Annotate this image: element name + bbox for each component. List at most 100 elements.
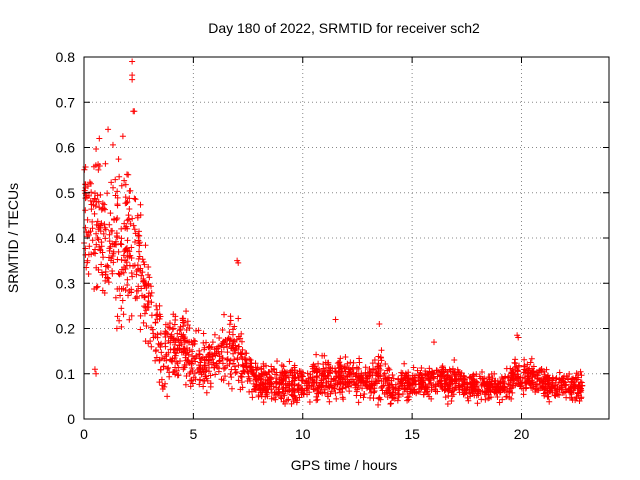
data-point <box>390 392 397 399</box>
data-point <box>189 380 196 387</box>
data-point <box>118 241 125 248</box>
data-point <box>561 389 568 396</box>
data-point <box>291 386 298 393</box>
data-point <box>242 356 249 363</box>
data-point <box>446 366 453 373</box>
data-point <box>412 381 419 388</box>
data-point <box>418 365 425 372</box>
data-point <box>189 358 196 365</box>
data-point <box>253 381 260 388</box>
data-point <box>130 222 137 229</box>
data-point <box>396 391 403 398</box>
data-point <box>455 368 462 375</box>
data-point <box>298 372 305 379</box>
data-point <box>340 378 347 385</box>
data-point <box>426 393 433 400</box>
data-point <box>198 356 205 363</box>
data-point <box>208 361 215 368</box>
data-point <box>347 376 354 383</box>
x-tick-label: 15 <box>404 426 420 442</box>
data-point <box>154 306 161 313</box>
data-point <box>405 396 412 403</box>
data-point <box>285 374 292 381</box>
data-point <box>469 373 476 380</box>
data-point <box>142 242 149 249</box>
data-point <box>344 360 351 367</box>
data-point <box>288 400 295 407</box>
data-point <box>92 250 99 257</box>
data-point <box>401 360 408 367</box>
data-point <box>389 372 396 379</box>
data-point <box>114 256 121 263</box>
data-point <box>563 381 570 388</box>
data-point <box>497 389 504 396</box>
data-point <box>432 383 439 390</box>
data-point <box>212 371 219 378</box>
data-point <box>395 375 402 382</box>
data-point <box>93 145 100 152</box>
data-point <box>122 287 129 294</box>
data-point <box>127 187 134 194</box>
data-point <box>295 375 302 382</box>
data-point <box>82 207 89 214</box>
data-point <box>198 369 205 376</box>
data-point <box>258 389 265 396</box>
data-point <box>491 370 498 377</box>
data-point <box>238 338 245 345</box>
data-point <box>491 381 498 388</box>
data-point <box>176 327 183 334</box>
data-point <box>369 360 376 367</box>
data-point <box>235 259 242 266</box>
data-point <box>352 384 359 391</box>
data-point <box>205 344 212 351</box>
data-point <box>219 326 226 333</box>
data-point <box>89 225 96 232</box>
data-point <box>461 379 468 386</box>
data-point <box>180 323 187 330</box>
data-point <box>422 372 429 379</box>
data-point <box>101 221 108 228</box>
data-point <box>145 340 152 347</box>
data-point <box>93 230 100 237</box>
data-point <box>289 392 296 399</box>
data-point <box>240 368 247 375</box>
data-point <box>182 381 189 388</box>
data-point <box>503 393 510 400</box>
data-point <box>110 248 117 255</box>
data-point <box>94 218 101 225</box>
data-point <box>96 135 103 142</box>
data-point <box>330 376 337 383</box>
data-point <box>304 378 311 385</box>
data-point <box>459 375 466 382</box>
data-point <box>106 247 113 254</box>
data-point <box>144 301 151 308</box>
data-point <box>467 380 474 387</box>
data-point <box>203 339 210 346</box>
data-point <box>237 386 244 393</box>
data-point <box>171 321 178 328</box>
data-point <box>438 378 445 385</box>
data-point <box>467 393 474 400</box>
data-point <box>106 231 113 238</box>
data-point <box>428 386 435 393</box>
data-point <box>124 282 131 289</box>
data-point <box>282 387 289 394</box>
data-point <box>299 386 306 393</box>
data-point <box>129 215 136 222</box>
data-point <box>121 220 128 227</box>
data-point <box>499 396 506 403</box>
data-point <box>278 362 285 369</box>
data-point <box>209 353 216 360</box>
data-point <box>131 108 138 115</box>
data-point <box>374 363 381 370</box>
data-point <box>145 298 152 305</box>
data-point <box>276 380 283 387</box>
data-point <box>260 399 267 406</box>
data-point <box>232 342 239 349</box>
data-point <box>369 372 376 379</box>
data-point <box>167 346 174 353</box>
data-point <box>104 274 111 281</box>
data-point <box>183 308 190 315</box>
data-point <box>260 381 267 388</box>
data-point <box>529 374 536 381</box>
